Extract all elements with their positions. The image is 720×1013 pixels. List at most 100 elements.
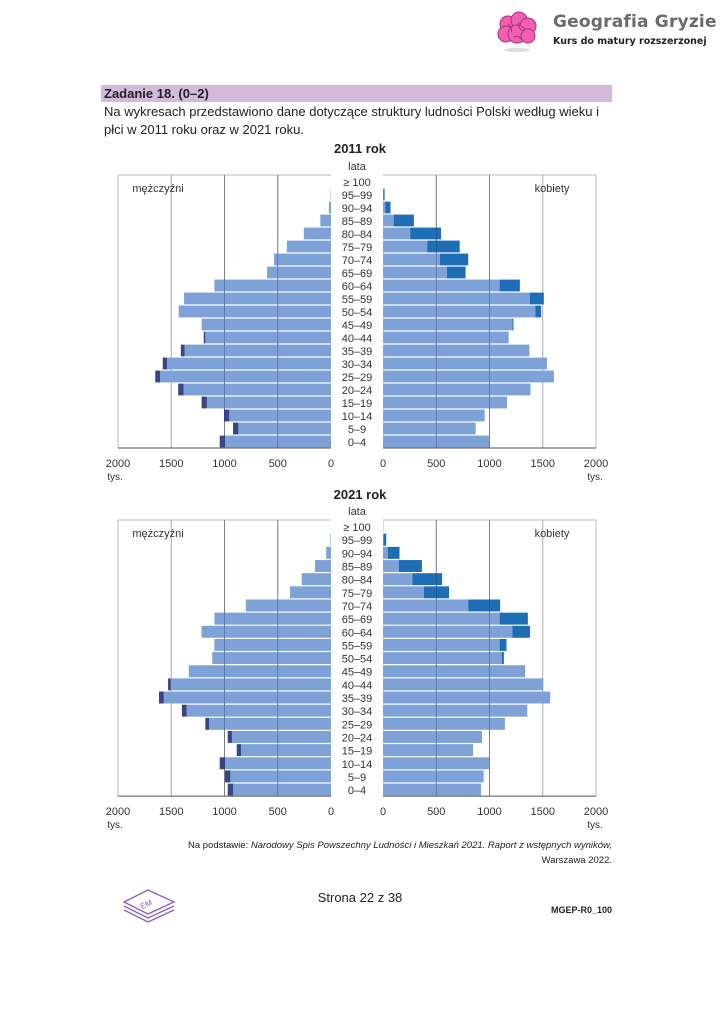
bar-male-excess-15–19	[236, 744, 242, 757]
x-tick-right: 1000	[477, 806, 501, 818]
bar-male-excess-30–34	[162, 357, 167, 370]
bar-female-80–84	[383, 573, 413, 586]
bar-female-excess-90–94	[387, 546, 400, 559]
bar-female-50–54	[383, 652, 502, 665]
bar-female-excess-55–59	[499, 638, 507, 651]
bar-male-65–69	[214, 612, 331, 625]
bar-female-35–39	[383, 691, 551, 704]
age-label: 90–94	[342, 548, 373, 560]
age-label: 55–59	[342, 294, 373, 306]
x-tick-right: 2000	[584, 806, 608, 818]
bar-female-excess-80–84	[410, 227, 442, 240]
bar-female-30–34	[383, 357, 548, 370]
bar-female-excess-65–69	[446, 266, 466, 279]
brain-logo-icon	[497, 11, 537, 52]
legend-women: kobiety	[535, 528, 570, 540]
population-pyramid-2011: 0–45–910–1415–1920–2425–2930–3435–3940–4…	[106, 161, 608, 483]
bar-female-25–29	[383, 370, 554, 383]
bar-female-35–39	[383, 344, 530, 357]
bar-male-excess-5–9	[233, 422, 239, 435]
bar-male-excess-35–39	[159, 691, 164, 704]
x-tick-left: 1500	[159, 806, 183, 818]
bar-female-excess-75–79	[424, 586, 450, 599]
chart-title-2011: 2011 rok	[333, 141, 387, 156]
bar-female-40–44	[383, 331, 509, 344]
age-label: 50–54	[342, 307, 373, 319]
bar-female-45–49	[383, 318, 513, 331]
bar-female-15–19	[383, 744, 473, 757]
bar-female-80–84	[383, 227, 411, 240]
age-label: 90–94	[342, 203, 373, 215]
x-tick-right: 0	[380, 806, 386, 818]
x-tick-left: 500	[269, 806, 287, 818]
bar-female-75–79	[383, 586, 425, 599]
bar-female-15–19	[383, 396, 508, 409]
bar-male-75–79	[286, 240, 331, 253]
bar-male-5–9	[230, 770, 331, 783]
bar-female-excess-85–89	[398, 560, 422, 572]
brand-title: Geografia Gryzie	[553, 12, 717, 32]
bar-male-85–89	[315, 560, 331, 572]
bar-female-75–79	[383, 240, 428, 253]
unit-label-right: tys.	[587, 472, 603, 483]
unit-label-right: tys.	[587, 820, 603, 831]
bar-male-excess-10–14	[223, 409, 230, 422]
bar-male-45–49	[201, 318, 331, 331]
x-tick-left: 1000	[212, 806, 236, 818]
age-label: 40–44	[342, 333, 373, 345]
bar-female-55–59	[383, 292, 530, 305]
bar-male-55–59	[214, 638, 331, 651]
bar-female-excess-60–64	[512, 625, 530, 638]
bar-female-excess-50–54	[535, 305, 542, 318]
x-tick-right: 500	[427, 806, 445, 818]
age-label: 70–74	[342, 255, 373, 267]
bar-male-65–69	[267, 266, 331, 279]
x-tick-right: 1500	[531, 458, 555, 470]
age-axis-label: lata	[348, 161, 367, 173]
age-label: 35–39	[342, 693, 373, 705]
bar-male-25–29	[160, 370, 331, 383]
bar-female-60–64	[383, 279, 500, 292]
bar-male-35–39	[184, 344, 331, 357]
x-tick-left: 1000	[212, 458, 236, 470]
bar-female-65–69	[383, 612, 500, 625]
bar-male-50–54	[178, 305, 331, 318]
bar-female-40–44	[383, 678, 544, 691]
bar-female-excess-65–69	[499, 612, 528, 625]
bar-female-excess-45–49	[512, 318, 514, 331]
age-label: 60–64	[342, 281, 373, 293]
bar-female-70–74	[383, 599, 469, 612]
age-label: 65–69	[342, 268, 373, 280]
bar-male-0–4	[233, 783, 331, 796]
bar-male-excess-25–29	[205, 717, 210, 730]
age-label: 80–84	[342, 575, 373, 587]
bar-male-0–4	[225, 435, 331, 448]
bar-female-excess-95–99	[383, 188, 385, 201]
age-label: 5–9	[348, 424, 366, 436]
bar-male-30–34	[166, 357, 331, 370]
bar-male-5–9	[238, 422, 331, 435]
brand-subtitle: Kurs do matury rozszerzonej	[553, 36, 707, 47]
bar-male-70–74	[245, 599, 331, 612]
bar-male-excess-35–39	[180, 344, 185, 357]
age-label: 30–34	[342, 706, 373, 718]
bar-male-excess-0–4	[219, 435, 226, 448]
bar-male-excess-40–44	[168, 678, 171, 691]
bar-male-60–64	[201, 625, 331, 638]
bar-male-90–94	[328, 201, 331, 214]
age-label: 95–99	[342, 535, 373, 547]
age-label: 50–54	[342, 654, 373, 666]
bar-female-30–34	[383, 704, 528, 717]
bar-male-excess-40–44	[203, 331, 206, 344]
bar-male-excess-20–24	[227, 731, 232, 743]
bar-male-excess-0–4	[227, 783, 234, 796]
x-tick-left: 1500	[159, 458, 183, 470]
x-tick-left: 0	[328, 806, 334, 818]
cke-logo-icon: EM	[122, 889, 176, 923]
bar-male-10–14	[229, 409, 331, 422]
bar-male-35–39	[163, 691, 331, 704]
bar-female-0–4	[383, 783, 481, 796]
bar-female-20–24	[383, 731, 483, 743]
bar-male-excess-20–24	[178, 383, 184, 396]
bar-female-90–94	[383, 201, 386, 214]
